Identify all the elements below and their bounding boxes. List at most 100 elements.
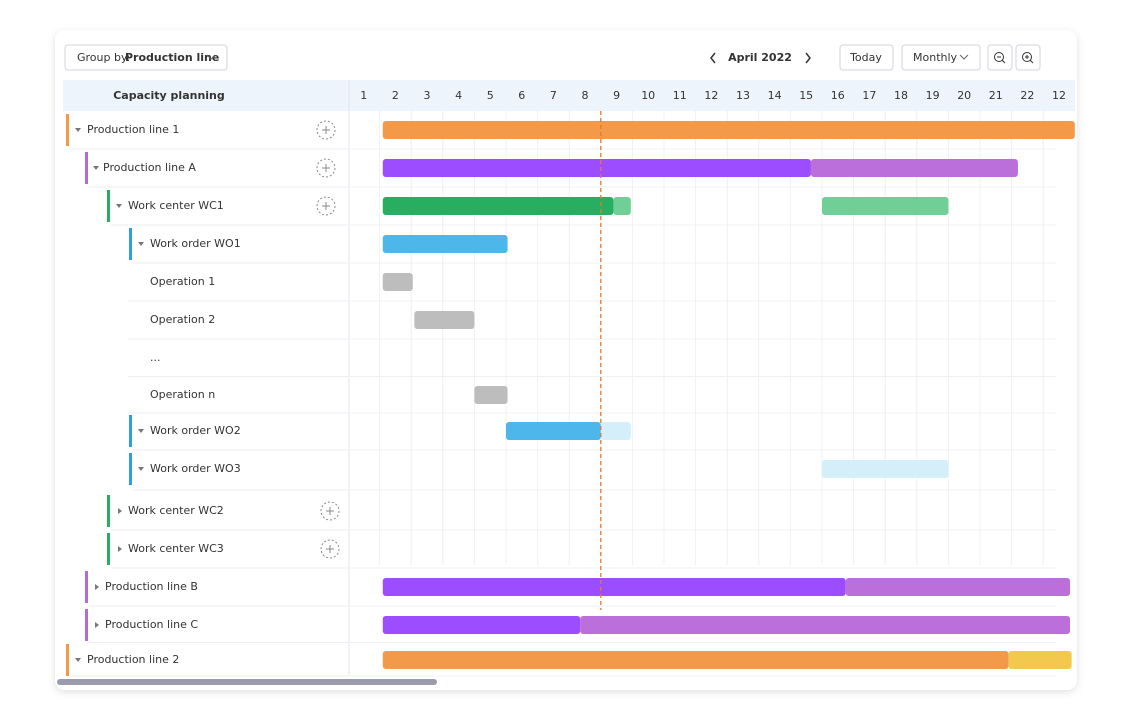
task-bar[interactable] bbox=[613, 197, 631, 215]
scrollbar[interactable] bbox=[57, 679, 437, 685]
task-bar[interactable] bbox=[822, 460, 949, 478]
collapse-toggle[interactable] bbox=[75, 658, 81, 662]
row-label: Work center WC3 bbox=[128, 542, 224, 555]
task-bar[interactable] bbox=[580, 616, 1071, 634]
task-bar[interactable] bbox=[382, 197, 614, 215]
group-by-select[interactable] bbox=[64, 44, 228, 71]
row-label: Operation 2 bbox=[150, 313, 215, 326]
today-label: Today bbox=[849, 51, 882, 64]
prev-button[interactable] bbox=[710, 52, 716, 64]
day-label: 22 bbox=[1020, 89, 1034, 102]
task-bar[interactable] bbox=[382, 235, 508, 253]
level-accent bbox=[107, 495, 110, 527]
row-label: Work center WC2 bbox=[128, 504, 224, 517]
row-label: Production line 1 bbox=[87, 123, 179, 136]
task-bar[interactable] bbox=[382, 578, 846, 596]
task-bar[interactable] bbox=[382, 121, 1075, 139]
day-label: 18 bbox=[894, 89, 908, 102]
day-label: 8 bbox=[582, 89, 589, 102]
day-label: 20 bbox=[957, 89, 971, 102]
add-icon bbox=[322, 126, 330, 134]
level-accent bbox=[129, 415, 132, 447]
row-label: Production line 2 bbox=[87, 653, 179, 666]
row-label: Production line B bbox=[105, 580, 198, 593]
task-bar[interactable] bbox=[382, 616, 581, 634]
level-accent bbox=[66, 644, 69, 676]
add-icon bbox=[326, 545, 334, 553]
level-accent bbox=[66, 114, 69, 146]
day-label: 11 bbox=[673, 89, 687, 102]
task-bar[interactable] bbox=[414, 311, 475, 329]
add-icon bbox=[326, 507, 334, 515]
day-label: 14 bbox=[768, 89, 782, 102]
panel-header: Capacity planning bbox=[113, 89, 225, 102]
day-label: 21 bbox=[989, 89, 1003, 102]
task-bar[interactable] bbox=[506, 422, 601, 440]
collapse-toggle[interactable] bbox=[116, 204, 122, 208]
chevron bbox=[959, 54, 969, 60]
day-label: 16 bbox=[831, 89, 845, 102]
day-label: 3 bbox=[424, 89, 431, 102]
level-accent bbox=[85, 571, 88, 603]
collapse-toggle[interactable] bbox=[75, 128, 81, 132]
task-bar[interactable] bbox=[600, 422, 631, 440]
add-icon bbox=[322, 164, 330, 172]
task-bar[interactable] bbox=[382, 651, 1009, 669]
row-label: Work order WO3 bbox=[150, 462, 241, 475]
collapse-toggle[interactable] bbox=[138, 467, 144, 471]
day-label: 13 bbox=[736, 89, 750, 102]
level-accent bbox=[85, 152, 88, 184]
left-panel: Production line 1 Production line A Work c… bbox=[66, 114, 348, 677]
collapse-toggle[interactable] bbox=[93, 166, 99, 170]
task-bar[interactable] bbox=[845, 578, 1071, 596]
row-label: ... bbox=[150, 351, 161, 364]
day-label: 9 bbox=[613, 89, 620, 102]
collapse-toggle[interactable] bbox=[138, 242, 144, 246]
day-label: 17 bbox=[862, 89, 876, 102]
level-accent bbox=[107, 190, 110, 222]
task-bar[interactable] bbox=[382, 159, 811, 177]
level-accent bbox=[129, 228, 132, 260]
group-by-value: Production line bbox=[125, 51, 219, 64]
day-label: 1 bbox=[360, 89, 367, 102]
task-bar[interactable] bbox=[474, 386, 508, 404]
level-accent bbox=[85, 609, 88, 641]
expand-toggle[interactable] bbox=[95, 622, 99, 628]
bars bbox=[382, 111, 1075, 669]
day-label: 19 bbox=[926, 89, 940, 102]
view-select[interactable] bbox=[901, 44, 981, 71]
expand-toggle[interactable] bbox=[118, 508, 122, 514]
zoom-icon bbox=[1022, 52, 1032, 62]
row-label: Work order WO2 bbox=[150, 424, 241, 437]
task-bar[interactable] bbox=[382, 273, 413, 291]
day-label: 4 bbox=[455, 89, 462, 102]
next-button[interactable] bbox=[805, 52, 811, 64]
row-label: Work order WO1 bbox=[150, 237, 241, 250]
today-button[interactable] bbox=[839, 44, 894, 71]
header-row bbox=[63, 80, 1075, 111]
day-label: 2 bbox=[392, 89, 399, 102]
chevron bbox=[206, 54, 216, 60]
level-accent bbox=[129, 453, 132, 485]
task-bar[interactable] bbox=[810, 159, 1018, 177]
zoom-icon bbox=[997, 56, 1006, 64]
expand-toggle[interactable] bbox=[118, 546, 122, 552]
grid: 1 2 3 4 5 6 7 8 9 10 11 12 13 14 15 16 17 18 19 20 21 22 12 bbox=[350, 89, 1066, 677]
task-bar[interactable] bbox=[822, 197, 949, 215]
collapse-toggle[interactable] bbox=[138, 429, 144, 433]
level-accent bbox=[107, 533, 110, 565]
add-icon bbox=[322, 202, 330, 210]
view-label: Monthly bbox=[913, 51, 958, 64]
expand-toggle[interactable] bbox=[95, 584, 99, 590]
day-label: 7 bbox=[550, 89, 557, 102]
day-label: 5 bbox=[487, 89, 494, 102]
period-title: April 2022 bbox=[728, 51, 792, 64]
day-label: 10 bbox=[641, 89, 655, 102]
task-bar[interactable] bbox=[1008, 651, 1072, 669]
row-label: Production line A bbox=[103, 161, 196, 174]
row-label: Work center WC1 bbox=[128, 199, 224, 212]
day-label: 6 bbox=[518, 89, 525, 102]
row-label: Operation n bbox=[150, 388, 215, 401]
